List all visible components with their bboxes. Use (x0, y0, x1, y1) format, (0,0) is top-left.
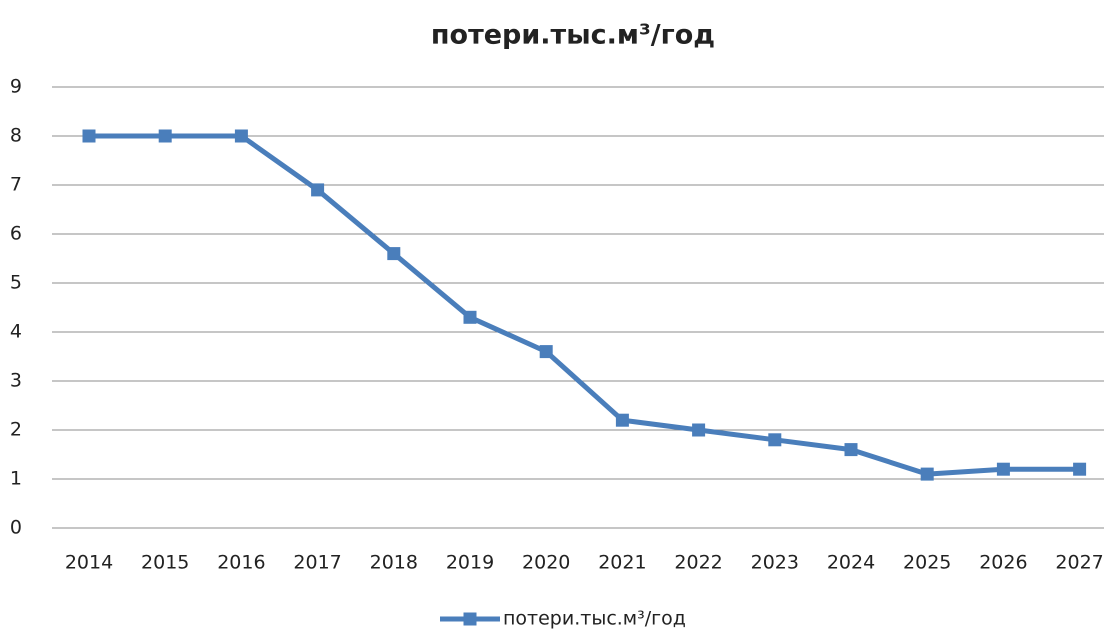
x-tick-label: 2020 (522, 552, 570, 574)
y-tick-label: 6 (10, 223, 22, 245)
x-tick-label: 2027 (1055, 552, 1103, 574)
y-tick-label: 8 (10, 125, 22, 147)
x-tick-label: 2023 (751, 552, 799, 574)
point-marker (234, 129, 248, 143)
point-marker (158, 129, 172, 143)
x-tick-label: 2024 (827, 552, 875, 574)
point-marker (996, 462, 1010, 476)
y-tick-label: 0 (10, 517, 22, 539)
point-marker (463, 310, 477, 324)
y-tick-label: 5 (10, 272, 22, 294)
legend-label: потери.тыс.м³/год (503, 608, 686, 630)
point-marker (692, 423, 706, 437)
x-tick-label: 2021 (598, 552, 646, 574)
point-marker (387, 247, 401, 261)
x-tick-label: 2014 (65, 552, 113, 574)
x-tick-label: 2022 (674, 552, 722, 574)
series-line (89, 133, 1080, 477)
x-tick-label: 2017 (293, 552, 341, 574)
x-tick-label: 2018 (370, 552, 418, 574)
point-marker (920, 467, 934, 481)
y-tick-label: 2 (10, 419, 22, 441)
y-tick-label: 1 (10, 468, 22, 490)
point-marker (311, 183, 325, 197)
x-tick-label: 2026 (979, 552, 1027, 574)
y-tick-label: 3 (10, 370, 22, 392)
point-marker (1073, 462, 1087, 476)
point-marker (768, 433, 782, 447)
x-tick-label: 2019 (446, 552, 494, 574)
x-tick-label: 2016 (217, 552, 265, 574)
point-marker (82, 129, 96, 143)
y-tick-label: 4 (10, 321, 22, 343)
point-marker (844, 443, 858, 457)
point-marker (539, 345, 553, 359)
y-tick-label: 7 (10, 174, 22, 196)
y-tick-label: 9 (10, 76, 22, 98)
x-tick-label: 2015 (141, 552, 189, 574)
point-marker (615, 413, 629, 427)
x-tick-label: 2025 (903, 552, 951, 574)
chart-title: потери.тыс.м³/год (431, 20, 715, 51)
legend-marker (463, 612, 477, 626)
